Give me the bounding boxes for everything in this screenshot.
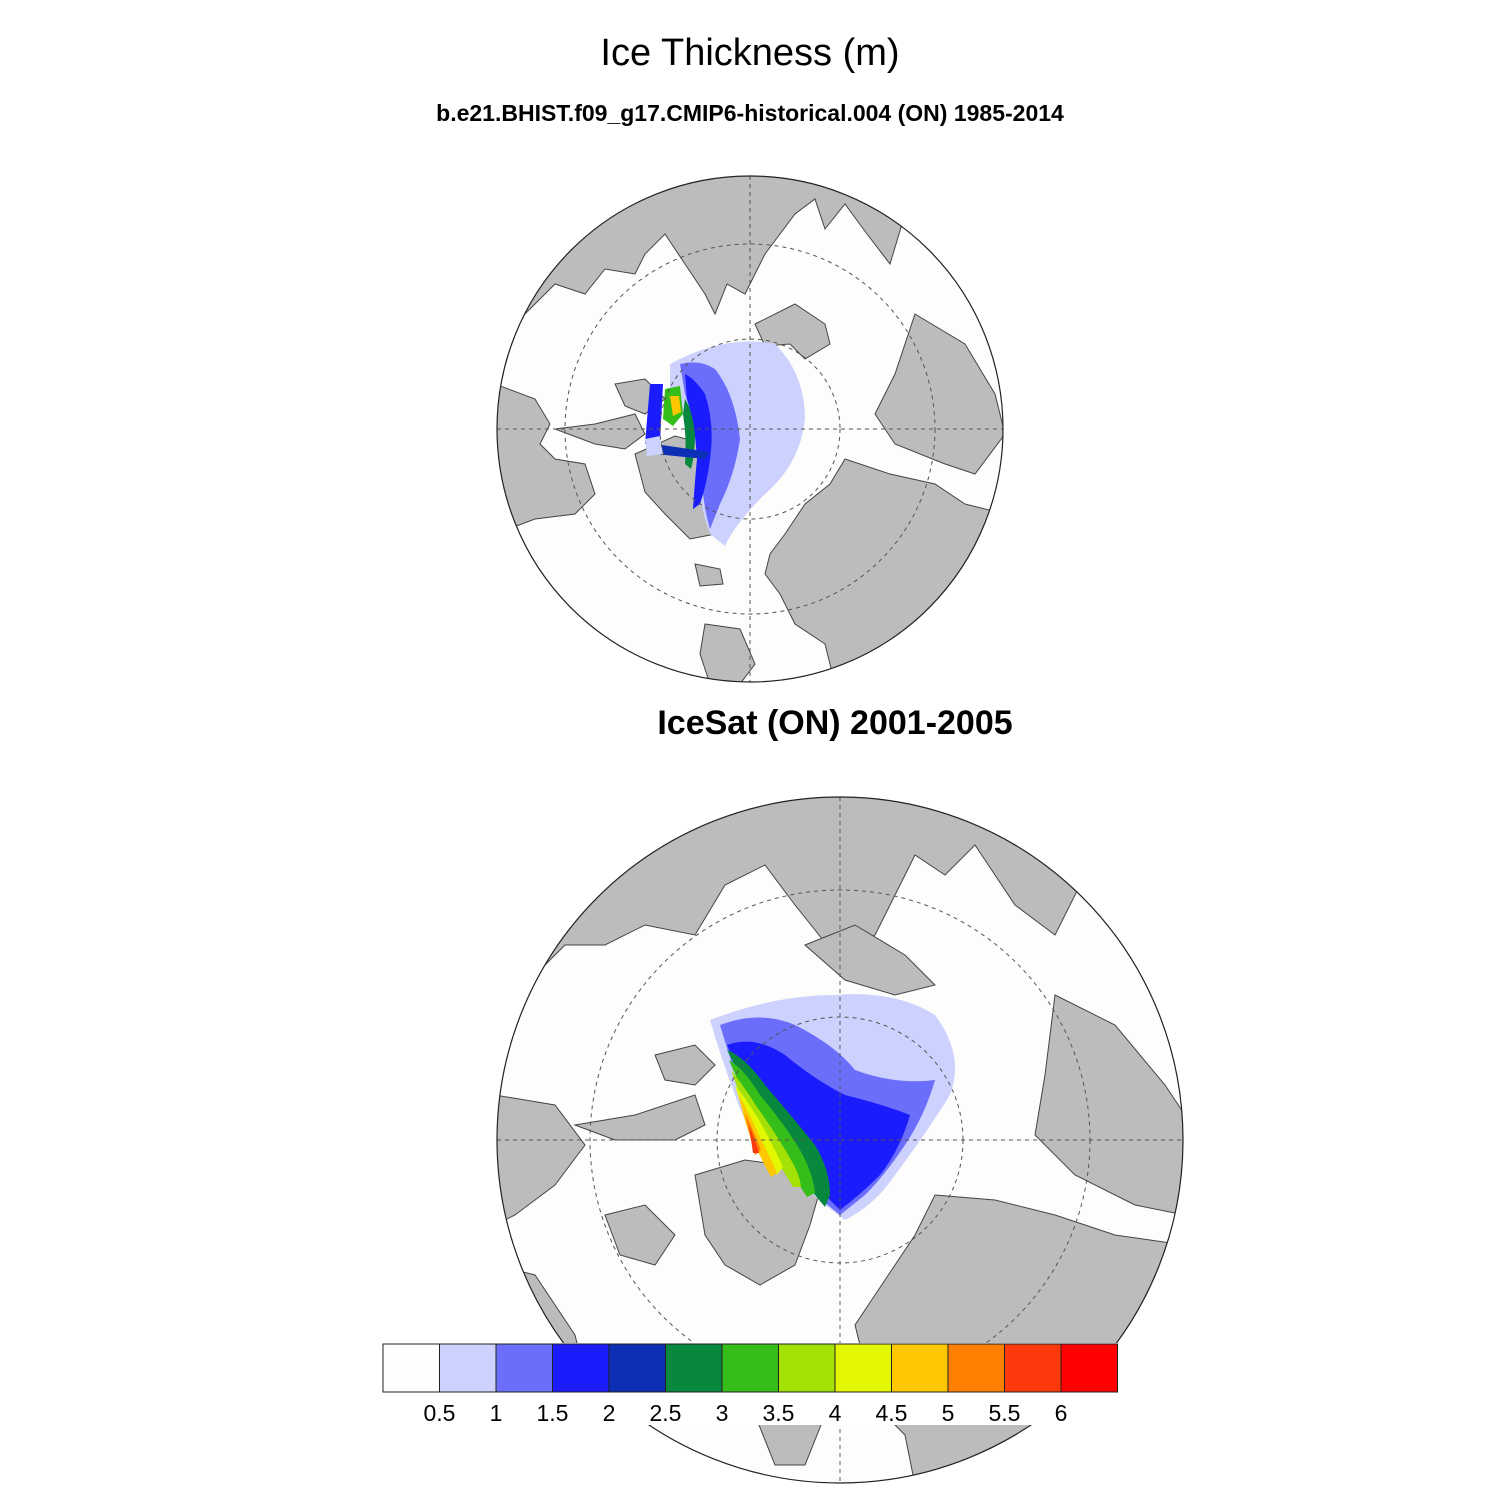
colorbar-swatch (439, 1343, 497, 1393)
colorbar-tick-label: 4 (829, 1400, 842, 1425)
colorbar-swatch (495, 1343, 553, 1393)
colorbar-tick-label: 2.5 (650, 1400, 682, 1425)
colorbar-tick-label: 5 (942, 1400, 955, 1425)
colorbar-swatch (947, 1343, 1005, 1393)
model-panel-title: b.e21.BHIST.f09_g17.CMIP6-historical.004… (436, 100, 1064, 126)
graticule (497, 176, 1003, 682)
colorbar-tick-label: 6 (1055, 1400, 1068, 1425)
colorbar-swatch (382, 1343, 440, 1393)
colorbar-swatch (778, 1343, 836, 1393)
colorbar-tick-label: 4.5 (876, 1400, 908, 1425)
colorbar-tick-label: 0.5 (424, 1400, 456, 1425)
colorbar-tick-label: 3 (716, 1400, 729, 1425)
sea-ice-contours (710, 994, 955, 1220)
map-boundary (496, 175, 1004, 683)
colorbar-swatch (665, 1343, 723, 1393)
map-boundary (496, 796, 1184, 1484)
colorbar-swatch (552, 1343, 610, 1393)
colorbar-swatch (1060, 1343, 1118, 1393)
colorbar-tick-labels: 0.5 1 1.5 2 2.5 3 3.5 4 4.5 5 5.5 6 (424, 1400, 1068, 1425)
colorbar-swatch (608, 1343, 666, 1393)
colorbar-swatch (1004, 1343, 1062, 1393)
colorbar: 0.5 1 1.5 2 2.5 3 3.5 4 4.5 5 5.5 6 (382, 1343, 1118, 1425)
colorbar-swatches (382, 1343, 1118, 1393)
colorbar-swatch (834, 1343, 892, 1393)
figure-title: Ice Thickness (m) (600, 32, 900, 74)
model-polar-map (496, 175, 1004, 683)
colorbar-tick-label: 1 (490, 1400, 503, 1425)
colorbar-tick-label: 2 (603, 1400, 616, 1425)
observation-panel-title: IceSat (ON) 2001-2005 (657, 704, 1013, 742)
colorbar-swatch (891, 1343, 949, 1393)
colorbar-swatch (721, 1343, 779, 1393)
colorbar-tick-label: 3.5 (763, 1400, 795, 1425)
colorbar-tick-label: 5.5 (989, 1400, 1021, 1425)
colorbar-tick-label: 1.5 (537, 1400, 569, 1425)
